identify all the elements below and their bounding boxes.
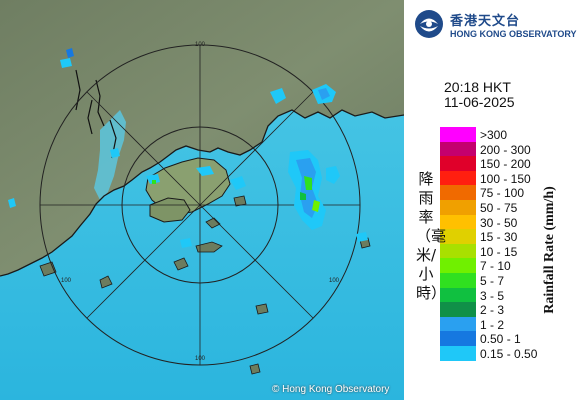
legend-label: 10 - 15 xyxy=(480,244,518,259)
legend-item: 10 - 15 xyxy=(440,243,560,260)
outer-islands xyxy=(39,195,371,375)
legend-swatch xyxy=(440,170,476,186)
legend-label: 2 - 3 xyxy=(480,303,505,318)
legend-label: 3 - 5 xyxy=(480,288,505,303)
logo-chinese-text: 香港天文台 xyxy=(450,14,521,29)
legend-title-chinese: 降雨率（毫米/小時） xyxy=(416,170,447,302)
legend-label: 5 - 7 xyxy=(480,274,505,288)
legend-swatch xyxy=(440,156,476,172)
lantau-island xyxy=(149,197,191,223)
legend-swatch xyxy=(440,141,476,157)
legend-swatch xyxy=(440,273,476,289)
logo-english-text: HONG KONG OBSERVATORY xyxy=(450,29,577,39)
estuary-water xyxy=(94,110,126,200)
legend-item: 7 - 10 xyxy=(440,258,560,274)
mainland-land xyxy=(0,0,404,276)
legend-item: 0.50 - 1 xyxy=(440,331,560,347)
legend-title-english: Rainfall Rate (mm/h) xyxy=(542,186,557,314)
legend-swatch xyxy=(440,287,476,303)
radar-map-graphic: 100 100 100 100 xyxy=(0,0,404,400)
legend-item: 15 - 30 xyxy=(440,229,560,245)
legend-item: 2 - 3 xyxy=(440,302,560,318)
legend-item: >300 xyxy=(440,127,560,143)
radar-map: 100 100 100 100 © Hong Kong Observatory xyxy=(0,0,404,400)
observation-time: 20:18 HKT xyxy=(444,79,511,95)
coastline xyxy=(0,109,404,277)
legend-label: 30 - 50 xyxy=(480,215,518,230)
legend-swatch xyxy=(440,346,476,362)
legend-item: 150 - 200 xyxy=(440,156,560,172)
legend-item: 1 - 2 xyxy=(440,316,560,333)
legend-item: 0.15 - 0.50 xyxy=(440,346,560,362)
range-label-north: 100 xyxy=(195,42,206,48)
copyright-text: © Hong Kong Observatory xyxy=(272,384,390,395)
legend-swatch xyxy=(440,243,476,259)
legend-swatch xyxy=(440,127,476,143)
side-panel: 香港天文台 HONG KONG OBSERVATORY 20:18 HKT 11… xyxy=(404,0,577,400)
radial-lines xyxy=(40,45,360,365)
legend-swatch xyxy=(440,200,476,216)
range-label-south: 100 xyxy=(195,356,206,362)
legend-label: 200 - 300 xyxy=(480,142,531,157)
legend-swatch xyxy=(440,302,476,318)
legend-item: 100 - 150 xyxy=(440,170,560,187)
legend-label: 0.50 - 1 xyxy=(480,332,521,347)
legend-swatch xyxy=(440,258,476,274)
legend-label: 7 - 10 xyxy=(480,259,511,274)
legend-swatch xyxy=(440,331,476,347)
legend-label: 100 - 150 xyxy=(480,171,531,186)
legend-swatch xyxy=(440,214,476,230)
legend-item: 50 - 75 xyxy=(440,200,560,216)
legend-label: 75 - 100 xyxy=(480,186,525,201)
rain-echoes xyxy=(8,48,368,248)
legend-item: 30 - 50 xyxy=(440,214,560,231)
hko-emblem-icon xyxy=(415,10,443,38)
range-label-west: 100 xyxy=(61,278,72,284)
legend-item: 3 - 5 xyxy=(440,287,560,304)
legend-label: 1 - 2 xyxy=(480,317,505,332)
legend-item: 75 - 100 xyxy=(440,185,560,201)
hko-logo: 香港天文台 HONG KONG OBSERVATORY xyxy=(412,6,577,46)
range-label-east: 100 xyxy=(329,278,340,284)
legend-swatch xyxy=(440,316,476,332)
legend-swatch xyxy=(440,229,476,245)
legend-label: 150 - 200 xyxy=(480,157,531,172)
legend-label: >300 xyxy=(480,128,508,142)
legend-item: 200 - 300 xyxy=(440,141,560,158)
legend-label: 15 - 30 xyxy=(480,230,518,245)
observation-date: 11-06-2025 xyxy=(444,94,515,110)
legend-swatch xyxy=(440,185,476,201)
legend-item: 5 - 7 xyxy=(440,273,560,289)
legend-label: 0.15 - 0.50 xyxy=(480,347,538,361)
legend-label: 50 - 75 xyxy=(480,201,518,215)
